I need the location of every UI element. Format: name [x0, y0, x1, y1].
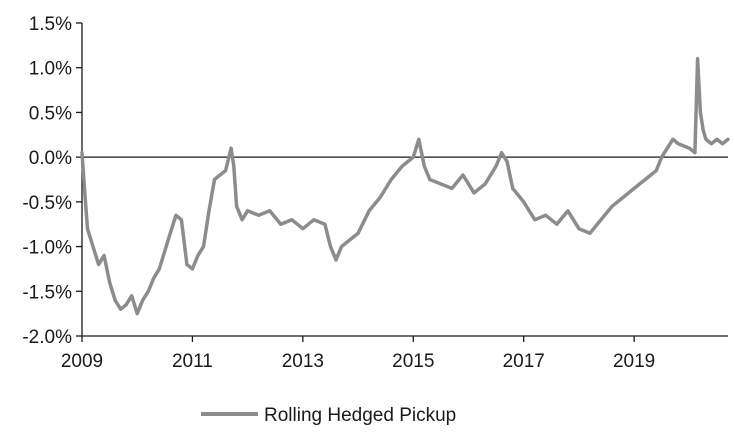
axis-ticks — [76, 22, 635, 342]
y-tick-label: -2.0% — [22, 327, 72, 348]
x-tick-label: 2019 — [613, 351, 655, 372]
y-tick-label: -1.5% — [22, 282, 72, 303]
series-line-rolling-hedged-pickup — [80, 57, 730, 316]
y-tick-label: 0.5% — [29, 103, 72, 124]
y-tick-label: 1.5% — [29, 14, 72, 35]
series-layer — [80, 57, 730, 316]
x-tick-label: 2009 — [61, 351, 103, 372]
y-tick-label: -0.5% — [22, 193, 72, 214]
y-tick-label: -1.0% — [22, 238, 72, 259]
x-axis-labels: 2009 2011 2013 2015 2017 2019 — [61, 351, 655, 372]
x-tick-label: 2011 — [172, 351, 213, 372]
x-tick-label: 2015 — [392, 351, 434, 372]
y-axis-labels: 1.5% 1.0% 0.5% 0.0% -0.5% -1.0% -1.5% -2.0% — [22, 14, 72, 348]
y-tick-label: 0.0% — [29, 148, 72, 169]
legend: Rolling Hedged Pickup — [201, 405, 456, 426]
y-tick-label: 1.0% — [29, 59, 72, 80]
legend-label: Rolling Hedged Pickup — [264, 405, 456, 426]
x-tick-label: 2013 — [282, 351, 324, 372]
x-tick-label: 2017 — [503, 351, 545, 372]
